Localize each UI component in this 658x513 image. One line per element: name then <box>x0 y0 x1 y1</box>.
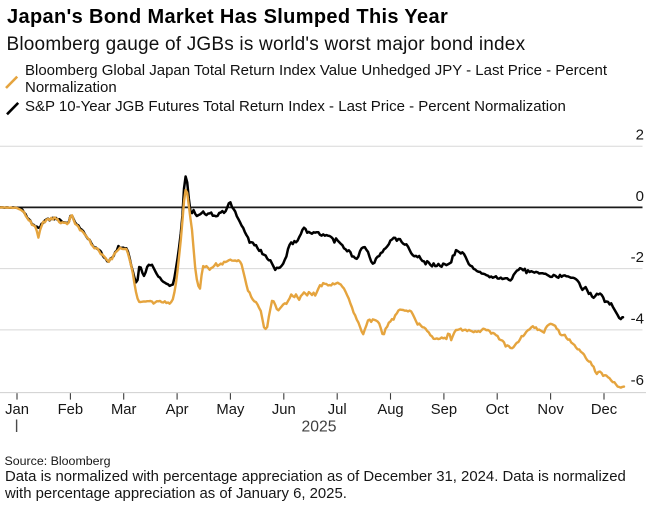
svg-text:-2: -2 <box>631 249 644 266</box>
svg-text:-4: -4 <box>631 311 644 328</box>
svg-text:Jun: Jun <box>272 402 296 418</box>
svg-text:-6: -6 <box>631 372 644 389</box>
svg-text:Jan: Jan <box>5 402 29 418</box>
svg-text:Apr: Apr <box>166 402 189 418</box>
svg-text:0: 0 <box>636 188 644 205</box>
svg-text:Jul: Jul <box>328 402 347 418</box>
svg-text:Sep: Sep <box>431 402 457 418</box>
svg-text:Mar: Mar <box>111 402 137 418</box>
svg-text:2025: 2025 <box>302 419 337 436</box>
svg-text:Feb: Feb <box>58 402 84 418</box>
svg-text:Aug: Aug <box>377 402 403 418</box>
svg-text:Dec: Dec <box>591 402 618 418</box>
svg-text:Oct: Oct <box>486 402 509 418</box>
svg-text:May: May <box>216 402 245 418</box>
svg-text:Nov: Nov <box>537 402 564 418</box>
svg-text:2: 2 <box>636 127 644 144</box>
